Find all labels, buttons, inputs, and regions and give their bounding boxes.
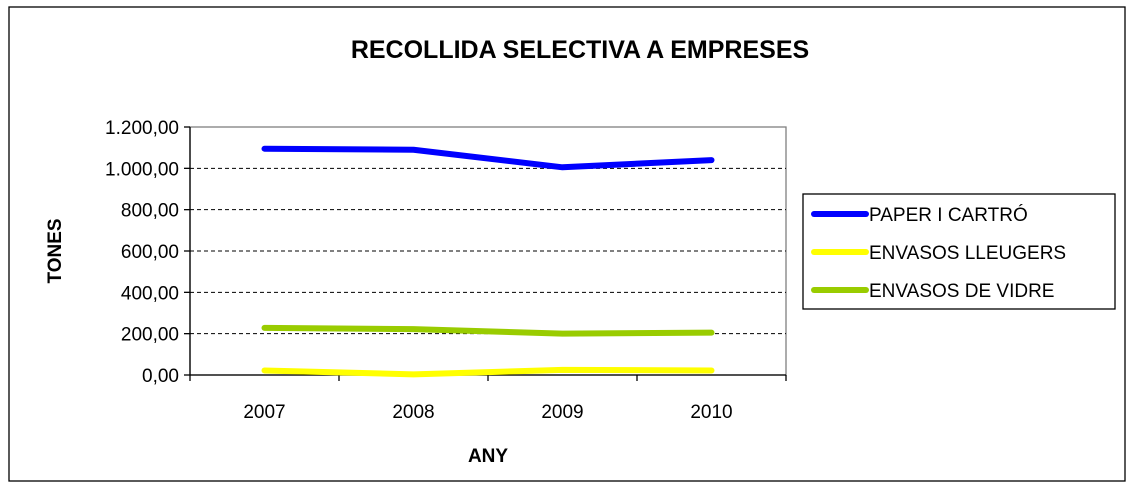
axis-layer: 0,00 200,00 400,00 600,00 800,00 1.000,00 1.20… (105, 118, 787, 423)
y-tick-label: 400,00 (121, 283, 179, 304)
x-tick-label: 2007 (243, 402, 285, 423)
series-line (261, 366, 715, 378)
x-axis-title: ANY (468, 446, 508, 467)
legend-label: ENVASOS LLEUGERS (869, 243, 1066, 264)
y-tick-label: 200,00 (121, 325, 179, 346)
series-layer (261, 145, 715, 378)
y-tick-label: 600,00 (121, 242, 179, 263)
y-tick-label: 1.200,00 (105, 118, 179, 139)
x-tick-label: 2010 (690, 402, 732, 423)
y-axis-title: TONES (45, 218, 66, 283)
legend-label: ENVASOS DE VIDRE (869, 281, 1054, 302)
x-tick-label: 2009 (541, 402, 583, 423)
x-tick-label: 2008 (392, 402, 434, 423)
y-tick-label: 0,00 (142, 366, 179, 387)
series-line (261, 324, 715, 337)
y-tick-label: 800,00 (121, 201, 179, 222)
chart-title: RECOLLIDA SELECTIVA A EMPRESES (351, 36, 809, 64)
y-tick-label: 1.000,00 (105, 159, 179, 180)
series-line (261, 145, 715, 171)
legend: PAPER I CARTRÓ ENVASOS LLEUGERS ENVASOS DE… (811, 204, 1066, 302)
legend-label: PAPER I CARTRÓ (869, 204, 1028, 226)
